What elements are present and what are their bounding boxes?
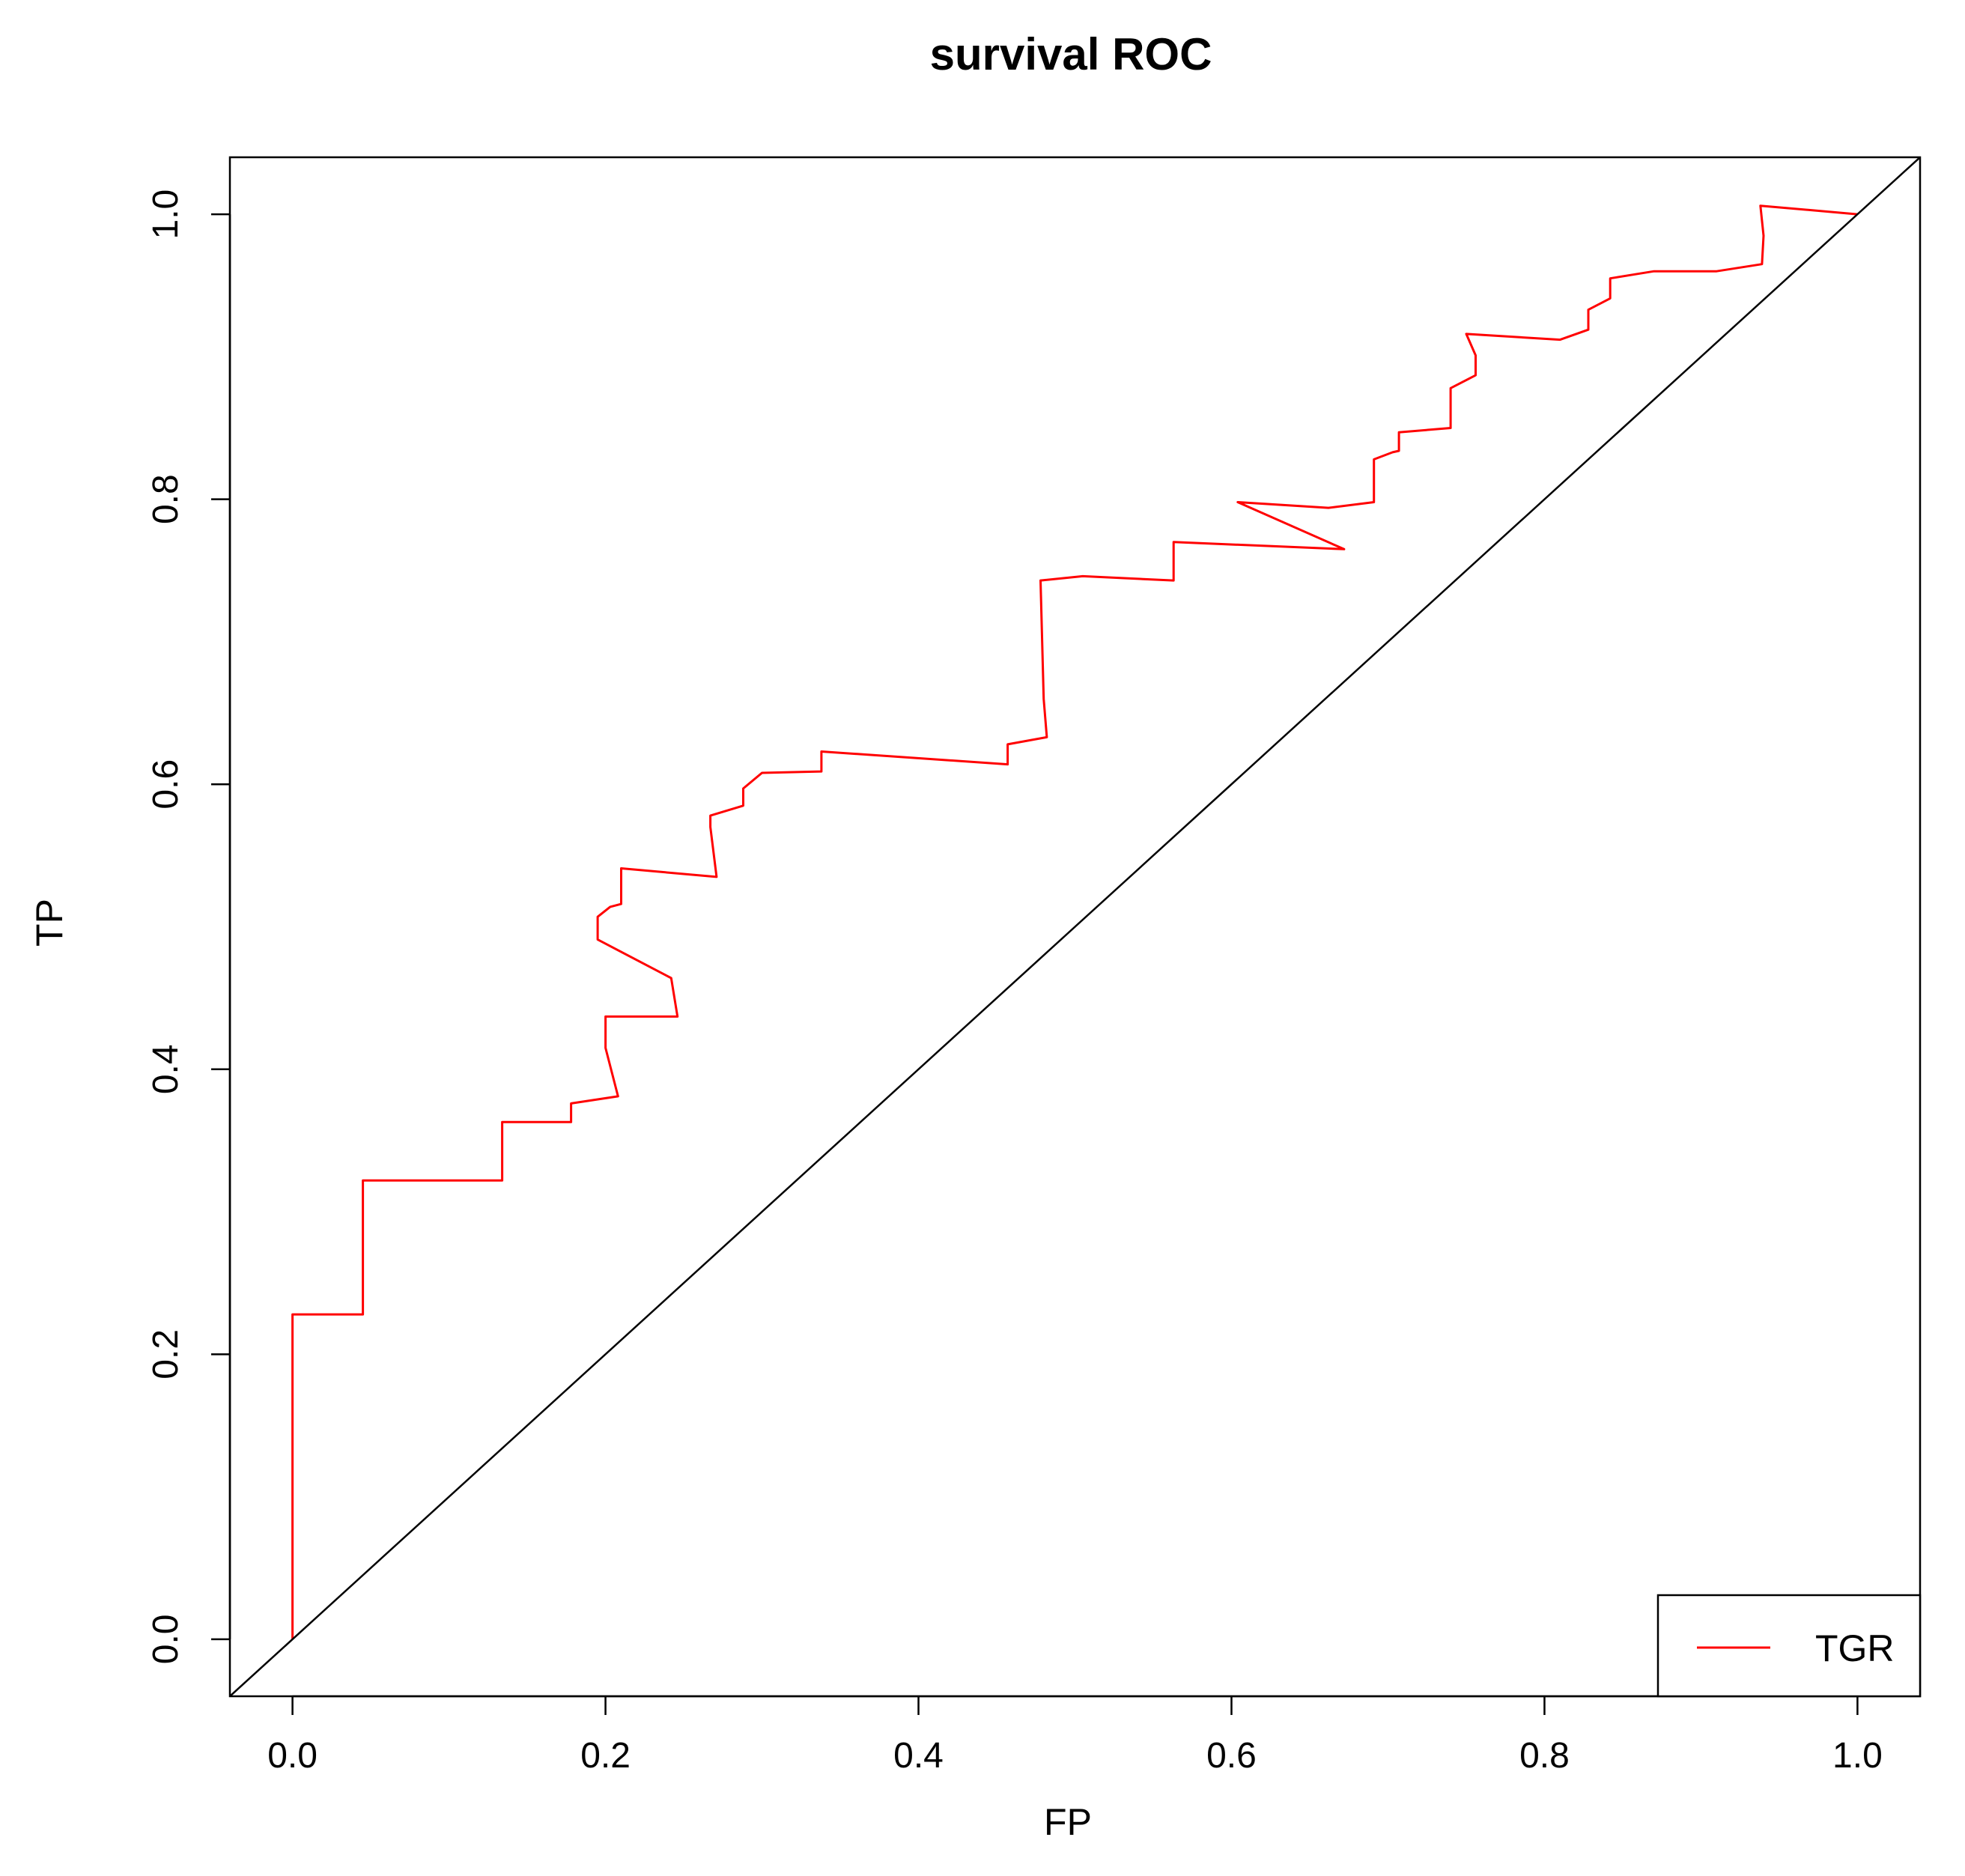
y-tick-label: 0.2 <box>146 1329 186 1379</box>
y-tick-label: 0.8 <box>146 474 186 524</box>
x-tick-label: 1.0 <box>1832 1736 1883 1776</box>
x-tick-label: 0.2 <box>580 1736 631 1776</box>
y-tick-label: 0.0 <box>146 1615 186 1665</box>
legend-label-tgr: TGR <box>1815 1627 1895 1669</box>
x-tick-label: 0.8 <box>1519 1736 1570 1776</box>
x-axis-label: FP <box>1044 1801 1092 1843</box>
legend: TGR <box>1656 1594 1922 1698</box>
y-tick-label: 1.0 <box>146 189 186 240</box>
x-tick-label: 0.6 <box>1206 1736 1257 1776</box>
series-line-tgr <box>291 204 1858 1639</box>
y-tick-label: 0.6 <box>146 759 186 810</box>
x-tick-label: 0.4 <box>893 1736 944 1776</box>
legend-box <box>1656 1594 1922 1698</box>
chart-title: survival ROC <box>930 29 1212 79</box>
plot-area: 0.0 0.2 0.4 0.6 0.8 1.0 0.0 0.2 0.4 0.6 0.8 1.0 <box>146 156 1922 1776</box>
reference-diagonal-line <box>230 157 1920 1696</box>
y-tick-label: 0.4 <box>146 1044 186 1094</box>
y-axis-label: TP <box>28 899 70 947</box>
x-tick-label: 0.0 <box>267 1736 318 1776</box>
